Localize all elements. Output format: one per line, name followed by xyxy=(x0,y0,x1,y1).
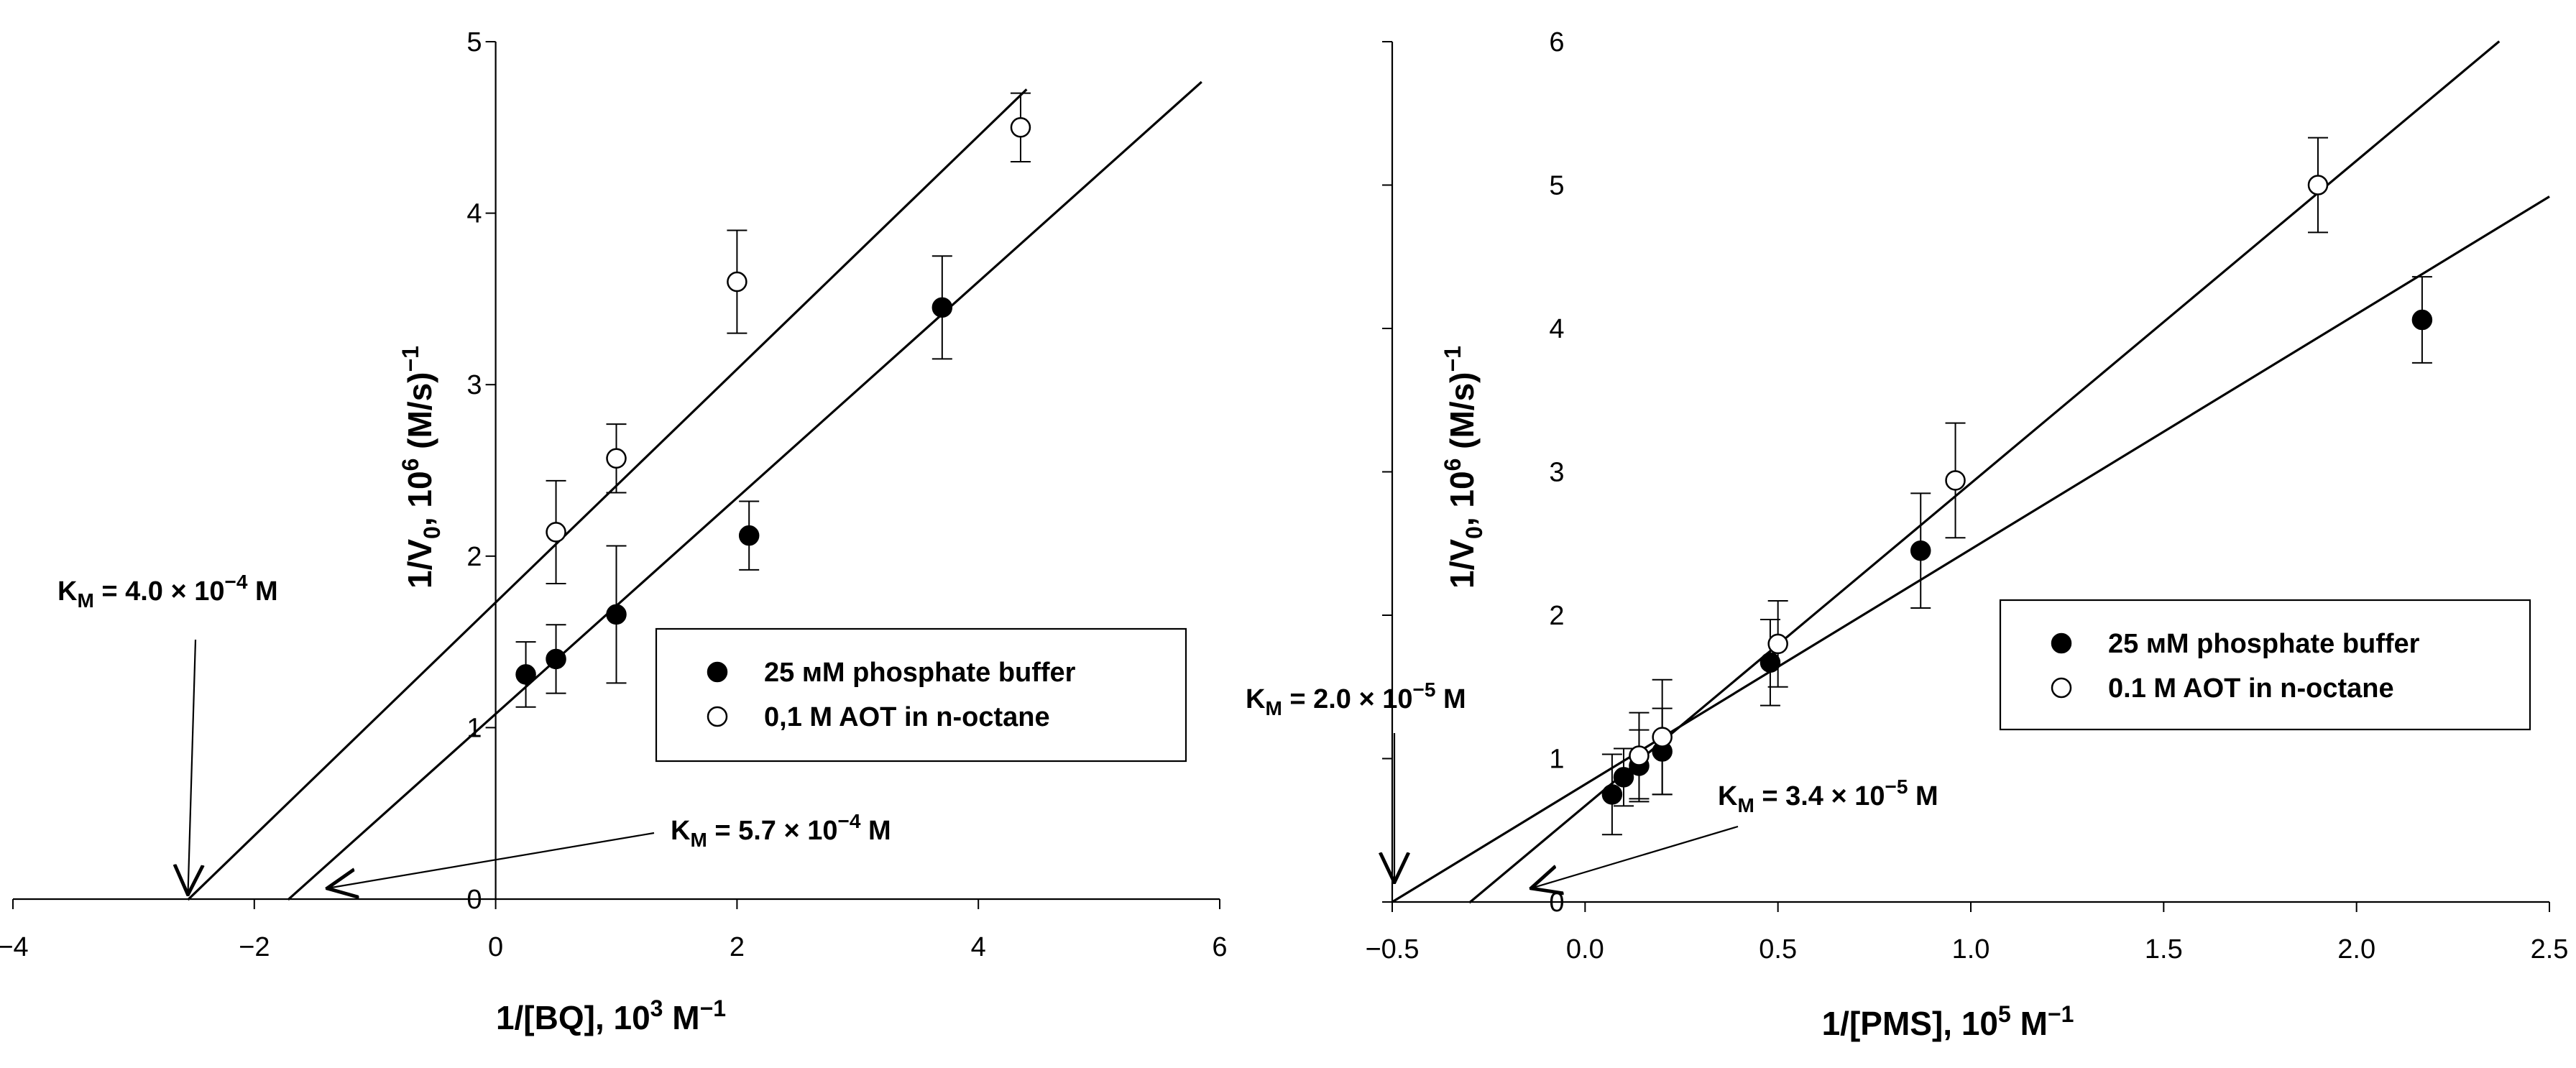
x-tick-label: 2.0 xyxy=(2337,934,2375,965)
data-point-filled xyxy=(1910,540,1931,561)
x-tick-label: 1.5 xyxy=(2145,934,2183,965)
data-point-open xyxy=(1652,727,1673,747)
legend-marker xyxy=(707,661,728,683)
x-axis-label: 1/[PMS], 105 M−1 xyxy=(1822,1001,2074,1042)
x-tick-label: −4 xyxy=(0,932,29,962)
y-tick-label: 4 xyxy=(1549,314,1564,344)
data-point-filled xyxy=(1601,784,1623,805)
x-tick-label: 2.5 xyxy=(2531,934,2569,965)
x-tick-label: 0.5 xyxy=(1759,934,1797,965)
km-arrow xyxy=(1531,825,1739,888)
data-point-open xyxy=(1629,745,1650,766)
legend-label: 25 мM phosphate buffer xyxy=(764,658,1076,688)
fit-line-series-1 xyxy=(187,88,1028,901)
y-tick-label: 2 xyxy=(1549,601,1564,631)
data-point-filled xyxy=(2411,309,2433,331)
data-point-open xyxy=(606,448,627,469)
data-point-filled xyxy=(1613,767,1634,788)
x-tick-label: 0 xyxy=(488,932,503,962)
km-annotation: KM = 3.4 × 10−5 M xyxy=(1718,775,1938,816)
x-tick-label: 2 xyxy=(730,932,745,962)
x-axis-label: 1/[BQ], 103 M−1 xyxy=(496,995,726,1036)
chart-pms: −0.5 0.0 0.5 1.0 1.5 2.0 2.5 0 1 2 3 4 5 6 25 мM phosp… xyxy=(1246,27,2568,1042)
fit-line-series-0 xyxy=(1392,195,2550,903)
data-point-open xyxy=(1767,633,1788,655)
data-point-filled xyxy=(1760,652,1781,673)
data-point-open xyxy=(1010,117,1031,138)
x-tick-label: −0.5 xyxy=(1365,934,1419,965)
y-tick-label: 3 xyxy=(466,370,482,400)
x-tick-label: 6 xyxy=(1212,932,1227,962)
data-point-filled xyxy=(738,525,760,546)
y-tick-label: 6 xyxy=(1549,27,1564,57)
y-axis-label: 1/V0, 106 (M/s)−1 xyxy=(1440,346,1487,589)
km-annotation: KM = 5.7 × 10−4 M xyxy=(671,810,891,851)
data-point-filled xyxy=(515,664,536,685)
legend-label: 0,1 M AOT in n-octane xyxy=(764,702,1050,732)
y-tick-label: 5 xyxy=(1549,171,1564,201)
x-tick-label: 1.0 xyxy=(1952,934,1990,965)
legend-marker xyxy=(2051,632,2072,654)
km-arrow xyxy=(188,639,196,895)
fit-line-series-0 xyxy=(287,80,1202,901)
y-tick-label: 5 xyxy=(466,27,482,57)
y-tick-label: 2 xyxy=(466,542,482,572)
km-annotation: KM = 2.0 × 10−5 M xyxy=(1246,678,1466,719)
data-point-open xyxy=(2307,175,2329,195)
y-tick-label: 4 xyxy=(466,199,482,229)
legend-label: 0.1 M AOT in n-octane xyxy=(2108,673,2394,704)
y-tick-label: 1 xyxy=(1549,745,1564,775)
y-tick-label: 0 xyxy=(1549,888,1564,918)
y-tick-label: 0 xyxy=(466,885,482,915)
x-tick-label: 0.0 xyxy=(1566,934,1604,965)
x-tick-label: −2 xyxy=(239,932,270,962)
y-axis-label: 1/V0, 106 (M/s)−1 xyxy=(397,346,445,589)
data-point-open xyxy=(546,522,566,543)
data-point-open xyxy=(1945,470,1966,491)
data-point-filled xyxy=(606,604,627,625)
data-point-open xyxy=(727,271,748,293)
km-arrow xyxy=(327,832,655,888)
km-annotation: KM = 4.0 × 10−4 M xyxy=(58,571,278,612)
x-tick-label: 4 xyxy=(971,932,986,962)
data-point-filled xyxy=(932,297,953,318)
legend-box xyxy=(655,627,1187,763)
y-tick-label: 3 xyxy=(1549,458,1564,488)
legend-label: 25 мM phosphate buffer xyxy=(2108,629,2420,659)
data-point-filled xyxy=(546,648,566,670)
legend-marker xyxy=(707,706,728,727)
legend-marker xyxy=(2051,677,2072,699)
legend-box xyxy=(1999,599,2531,731)
